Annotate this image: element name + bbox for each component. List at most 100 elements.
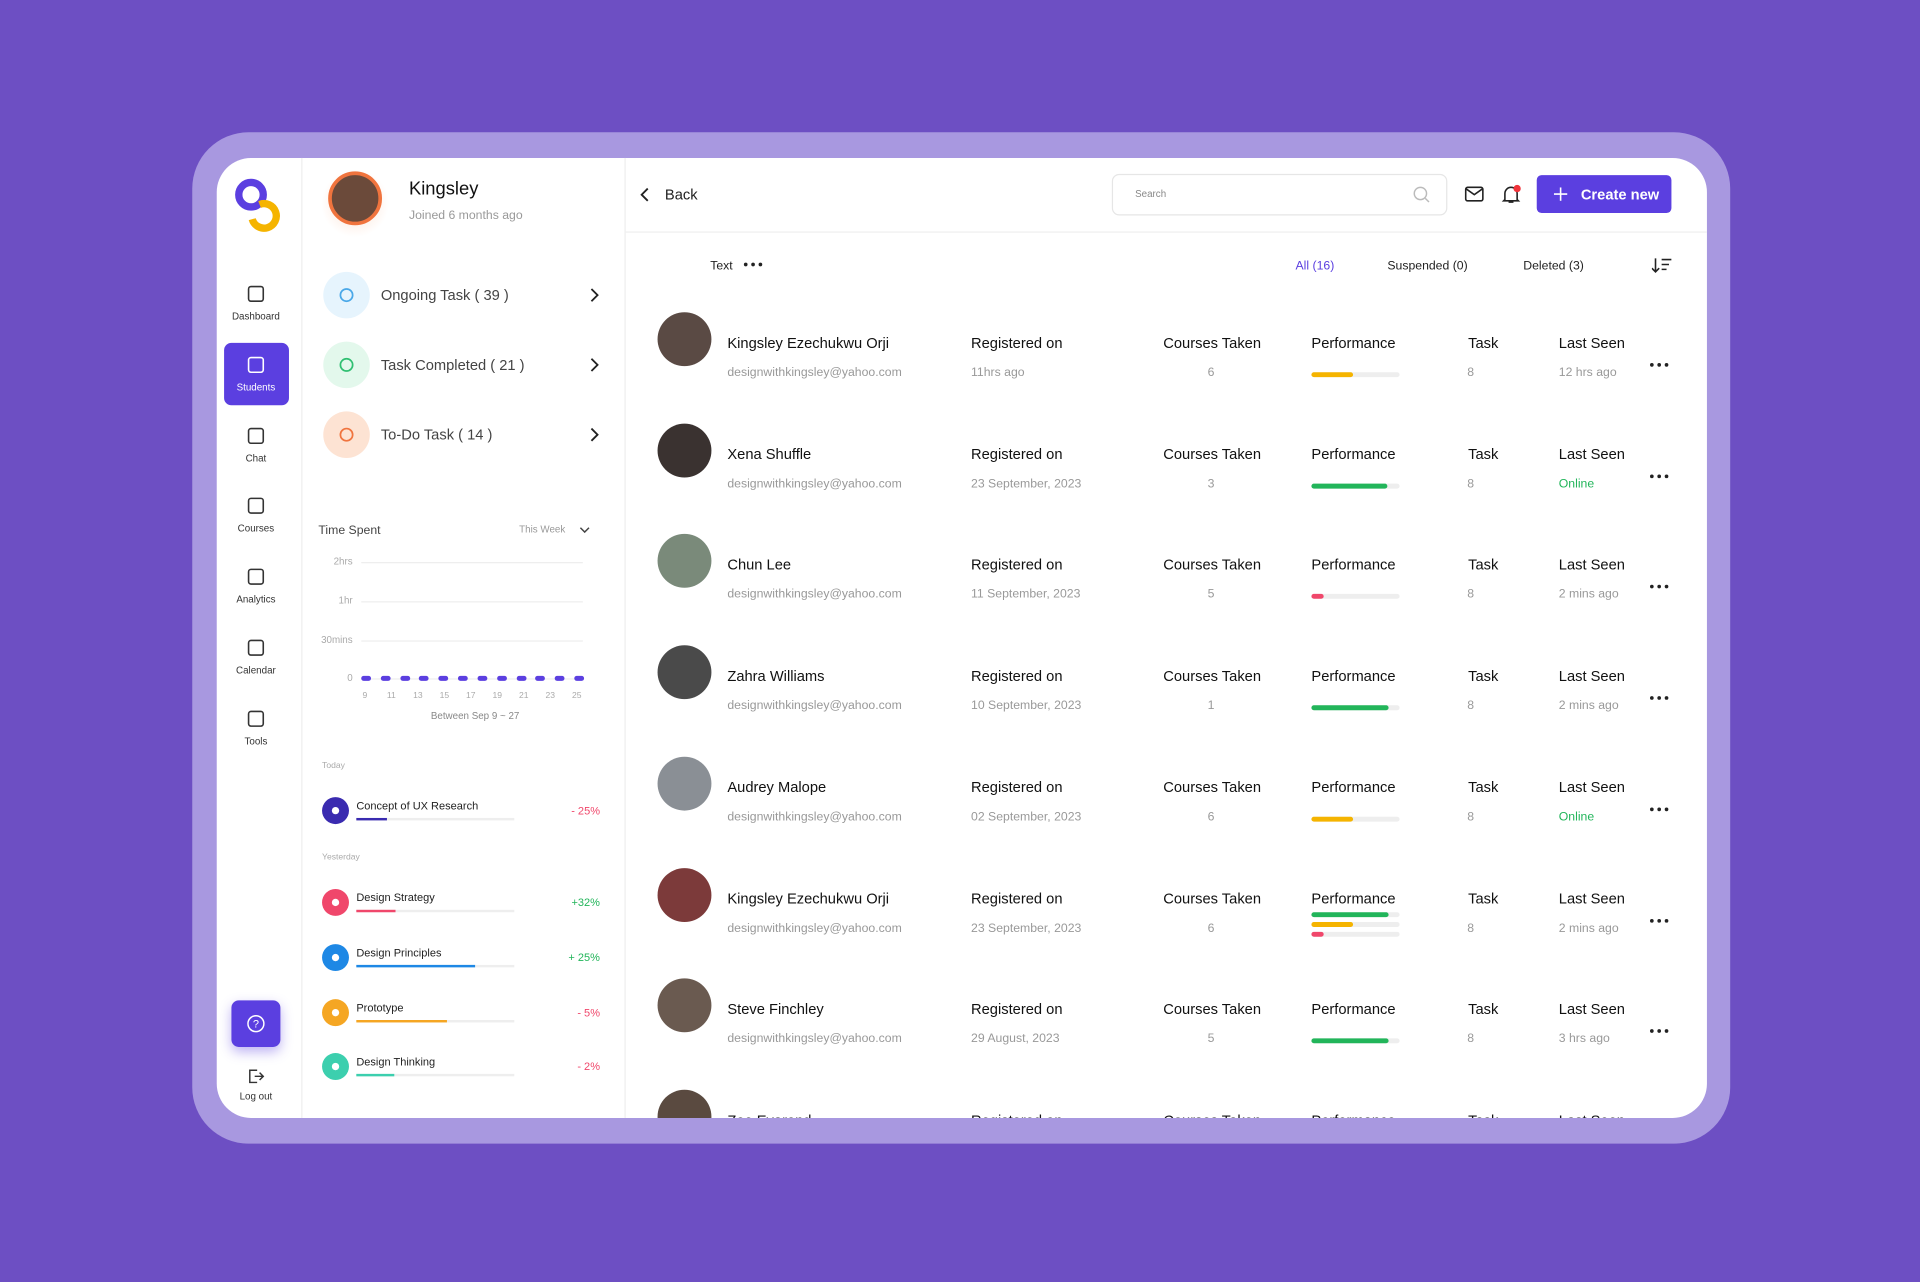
last-seen: 2 mins ago xyxy=(1558,588,1619,602)
plus xyxy=(1553,187,1568,201)
courses-value: 6 xyxy=(1207,366,1215,380)
nav-label[interactable]: Calendar xyxy=(236,664,276,676)
task-icon xyxy=(323,271,370,319)
row-menu[interactable] xyxy=(1649,907,1669,923)
task-label[interactable]: Ongoing Task ( 39 ) xyxy=(380,286,509,304)
col-header: Performance xyxy=(1311,1112,1395,1118)
more-icon[interactable] xyxy=(1649,918,1669,923)
nav-label[interactable]: Analytics xyxy=(236,593,276,605)
last-seen: Online xyxy=(1558,810,1595,824)
nav-icon[interactable] xyxy=(246,496,266,516)
performance-bar xyxy=(1311,372,1353,378)
activity-glyph xyxy=(331,898,340,907)
back-label[interactable]: Back xyxy=(664,186,698,204)
courses-value: 3 xyxy=(1207,477,1215,491)
row-menu[interactable] xyxy=(1649,685,1669,700)
chart-dot xyxy=(554,675,565,681)
more-icon[interactable] xyxy=(1649,807,1669,812)
more-icon[interactable] xyxy=(743,262,763,267)
activity-title: Design Strategy xyxy=(356,891,435,904)
grid-line xyxy=(361,640,583,642)
avatar xyxy=(657,867,712,922)
create-label: Create new xyxy=(1580,186,1660,204)
nav-label[interactable]: Chat xyxy=(245,453,267,465)
search-box[interactable] xyxy=(1111,173,1448,216)
more-icon[interactable] xyxy=(1649,362,1669,367)
chevron[interactable] xyxy=(588,288,600,303)
col-header: Performance xyxy=(1311,445,1396,463)
student-row[interactable]: Zahra Williams designwithkingsley@yahoo.c… xyxy=(626,627,1707,737)
col-header: Task xyxy=(1468,778,1499,796)
more-icon[interactable] xyxy=(1649,696,1669,701)
nav-icon[interactable] xyxy=(246,426,266,446)
col-header: Task xyxy=(1468,556,1499,574)
performance-track xyxy=(1311,921,1400,927)
student-row[interactable]: Steve Finchley designwithkingsley@yahoo.c… xyxy=(626,960,1707,1070)
nav-icon[interactable] xyxy=(246,567,266,587)
col-header: Registered on xyxy=(971,445,1063,463)
nav-label[interactable]: Courses xyxy=(237,522,275,534)
activity-title: Prototype xyxy=(356,1001,404,1014)
logout-icon[interactable] xyxy=(247,1068,265,1085)
col-header: Last Seen xyxy=(1558,778,1625,796)
time-period[interactable]: This Week xyxy=(519,524,566,536)
mail-icon[interactable] xyxy=(1464,186,1484,203)
chevron[interactable] xyxy=(588,427,600,442)
student-row[interactable]: Chun Lee designwithkingsley@yahoo.com Regi… xyxy=(626,516,1707,626)
avatar xyxy=(657,423,712,478)
chart-dot xyxy=(477,675,488,681)
nav-icon[interactable] xyxy=(246,709,266,729)
performance-bar xyxy=(1311,1038,1390,1044)
row-menu[interactable] xyxy=(1649,462,1669,478)
sort-icon[interactable] xyxy=(1651,257,1672,274)
more-icon[interactable] xyxy=(1649,1029,1669,1034)
student-email: designwithkingsley@yahoo.com xyxy=(727,810,902,824)
more-icon[interactable] xyxy=(1649,473,1669,478)
student-row[interactable]: Kingsley Ezechukwu Orji designwithkingsle… xyxy=(626,294,1707,404)
nav-active-bg[interactable] xyxy=(224,342,289,406)
courses-value: 5 xyxy=(1207,588,1215,602)
activity-title: Design Thinking xyxy=(356,1055,436,1068)
task-label[interactable]: Task Completed ( 21 ) xyxy=(380,356,525,374)
tab[interactable]: Suspended (0) xyxy=(1387,259,1468,274)
profile-divider xyxy=(624,157,626,1118)
col-header: Task xyxy=(1468,1112,1498,1118)
back-icon[interactable] xyxy=(639,187,651,202)
y-tick-label: 30mins xyxy=(321,634,353,646)
help-button[interactable] xyxy=(231,1000,281,1047)
student-email: designwithkingsley@yahoo.com xyxy=(727,921,902,935)
nav-icon[interactable] xyxy=(246,355,266,375)
nav-icon[interactable] xyxy=(246,638,266,658)
activity-glyph xyxy=(331,806,340,815)
nav-icon[interactable] xyxy=(246,284,266,304)
col-header: Last Seen xyxy=(1558,445,1625,463)
search-placeholder: Search xyxy=(1135,188,1167,200)
filter-label[interactable]: Text xyxy=(710,259,733,274)
tab[interactable]: All (16) xyxy=(1295,259,1335,274)
student-row[interactable]: Zoe Evarend Registered on Courses Taken Per… xyxy=(626,1071,1707,1118)
dropdown[interactable] xyxy=(579,527,590,534)
bell-icon[interactable] xyxy=(1501,184,1521,206)
last-seen: 2 mins ago xyxy=(1558,921,1619,935)
courses-value: 5 xyxy=(1207,1032,1215,1046)
task-label[interactable]: To-Do Task ( 14 ) xyxy=(380,426,493,444)
nav-label[interactable]: Tools xyxy=(244,735,268,747)
nav-label[interactable]: Dashboard xyxy=(231,311,280,323)
chevron[interactable] xyxy=(588,358,600,373)
student-row[interactable]: Kingsley Ezechukwu Orji designwithkingsle… xyxy=(626,849,1707,959)
logout-label[interactable]: Log out xyxy=(239,1091,273,1103)
performance-track xyxy=(1311,594,1400,600)
row-menu[interactable] xyxy=(1649,574,1669,589)
tab[interactable]: Deleted (3) xyxy=(1523,259,1584,274)
row-menu[interactable] xyxy=(1649,796,1669,811)
row-menu[interactable] xyxy=(1649,1018,1669,1034)
student-row[interactable]: Audrey Malope designwithkingsley@yahoo.co… xyxy=(626,738,1707,848)
row-menu[interactable] xyxy=(1649,351,1669,367)
student-row[interactable]: Xena Shuffle designwithkingsley@yahoo.com… xyxy=(626,405,1707,515)
more-icon[interactable] xyxy=(1649,585,1669,590)
col-header: Courses Taken xyxy=(1163,445,1262,463)
student-name: Xena Shuffle xyxy=(727,445,812,463)
nav-label[interactable]: Students xyxy=(236,382,276,394)
col-header: Courses Taken xyxy=(1163,889,1262,907)
activity-change: - 25% xyxy=(571,804,601,817)
